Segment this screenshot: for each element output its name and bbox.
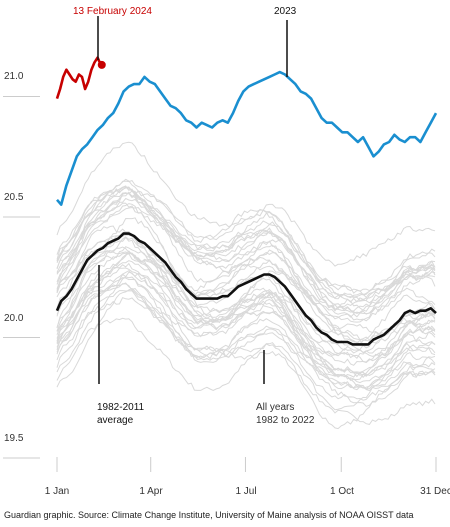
source-note: Guardian graphic. Source: Climate Change…	[4, 510, 414, 520]
series-line-y2023	[56, 70, 438, 206]
background-year-line	[56, 253, 436, 373]
background-year-line	[56, 246, 436, 356]
label-all-years-line1: All years	[256, 402, 294, 413]
background-year-line	[56, 191, 436, 314]
x-axis-labels: 1 Jan 1 Apr 1 Jul 1 Oct 31 Dec	[45, 486, 450, 497]
background-year-line	[56, 236, 436, 359]
background-year-line	[56, 225, 436, 336]
background-year-line	[56, 192, 436, 304]
label-average-line1: 1982-2011	[97, 402, 145, 413]
series-line-y2024	[55, 56, 103, 99]
background-year-line	[56, 231, 436, 341]
y-axis-gridlines	[3, 96, 40, 459]
y-tick-label: 21.0	[4, 71, 24, 82]
label-2023: 2023	[274, 6, 297, 17]
x-tick-label: 1 Jan	[45, 486, 69, 497]
y-axis-labels: 19.5 20.0 20.5 21.0	[4, 71, 24, 444]
background-year-line	[56, 203, 436, 323]
label-2024: 13 February 2024	[73, 6, 152, 17]
background-year-line	[56, 190, 436, 311]
y-tick-label: 19.5	[4, 433, 24, 444]
highlighted-series	[55, 56, 438, 346]
background-year-line	[56, 186, 436, 299]
background-year-line	[56, 252, 436, 363]
background-year-line	[56, 260, 436, 378]
background-year-line	[56, 197, 436, 315]
y-tick-label: 20.0	[4, 313, 24, 324]
label-all-years-line2: 1982 to 2022	[256, 415, 315, 426]
x-tick-label: 1 Oct	[330, 486, 354, 497]
x-tick-label: 1 Apr	[139, 486, 163, 497]
latest-point-2024	[97, 60, 106, 69]
series-line-average	[55, 232, 437, 346]
x-axis-ticks	[56, 457, 437, 472]
background-year-line	[56, 206, 436, 322]
background-year-line	[56, 282, 436, 390]
label-average-line2: average	[97, 415, 134, 426]
background-year-line	[56, 249, 436, 357]
background-year-line	[56, 290, 436, 401]
background-year-line	[56, 141, 436, 267]
background-year-line	[56, 296, 436, 407]
background-year-line	[56, 178, 436, 300]
background-year-line	[56, 317, 436, 425]
y-tick-label: 20.5	[4, 192, 24, 203]
background-year-line	[56, 186, 436, 312]
background-year-line	[56, 246, 436, 366]
x-tick-label: 31 Dec	[420, 486, 450, 497]
sea-surface-temperature-chart: 19.5 20.0 20.5 21.0 1 Jan 1 Apr 1 Jul 1 …	[3, 6, 450, 497]
background-year-line	[56, 262, 436, 377]
x-tick-label: 1 Jul	[235, 486, 256, 497]
annotations: 13 February 2024 2023 1982-2011 average …	[73, 6, 315, 426]
background-year-line	[56, 202, 436, 320]
annotation-leader-lines	[97, 16, 288, 384]
background-years-1982-2022	[56, 141, 436, 430]
